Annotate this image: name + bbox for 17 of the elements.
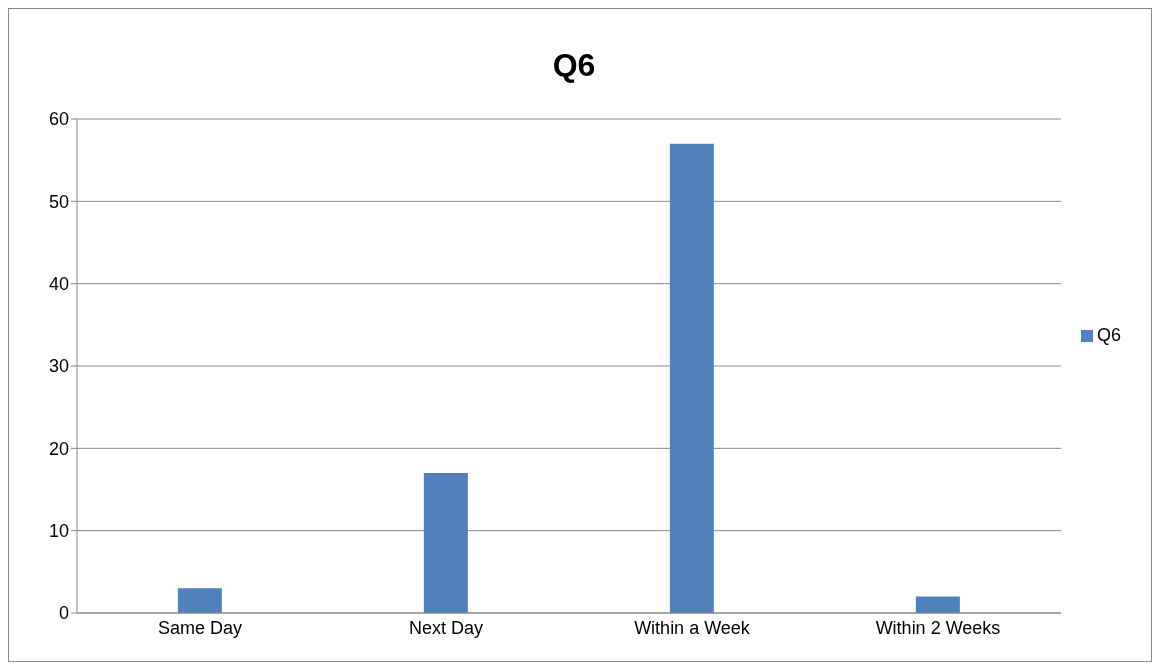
bar: [669, 143, 714, 613]
y-tick-label: 30: [48, 356, 69, 377]
x-tick-label: Within a Week: [634, 617, 751, 638]
x-tick-label: Same Day: [157, 617, 243, 638]
bar: [177, 588, 222, 613]
legend-label: Q6: [1096, 324, 1121, 345]
bar: [915, 596, 960, 613]
y-tick-label: 40: [48, 274, 69, 295]
x-tick-label: Next Day: [408, 617, 484, 638]
bar: [423, 473, 468, 613]
y-tick-label: 50: [48, 191, 69, 212]
y-tick-label: 60: [48, 109, 69, 130]
y-tick-label: 10: [48, 521, 69, 542]
y-tick-label: 20: [48, 438, 69, 459]
x-tick-label: Within 2 Weeks: [875, 617, 1001, 638]
chart-title: Q6: [551, 47, 597, 84]
y-tick-label: 0: [58, 603, 69, 624]
